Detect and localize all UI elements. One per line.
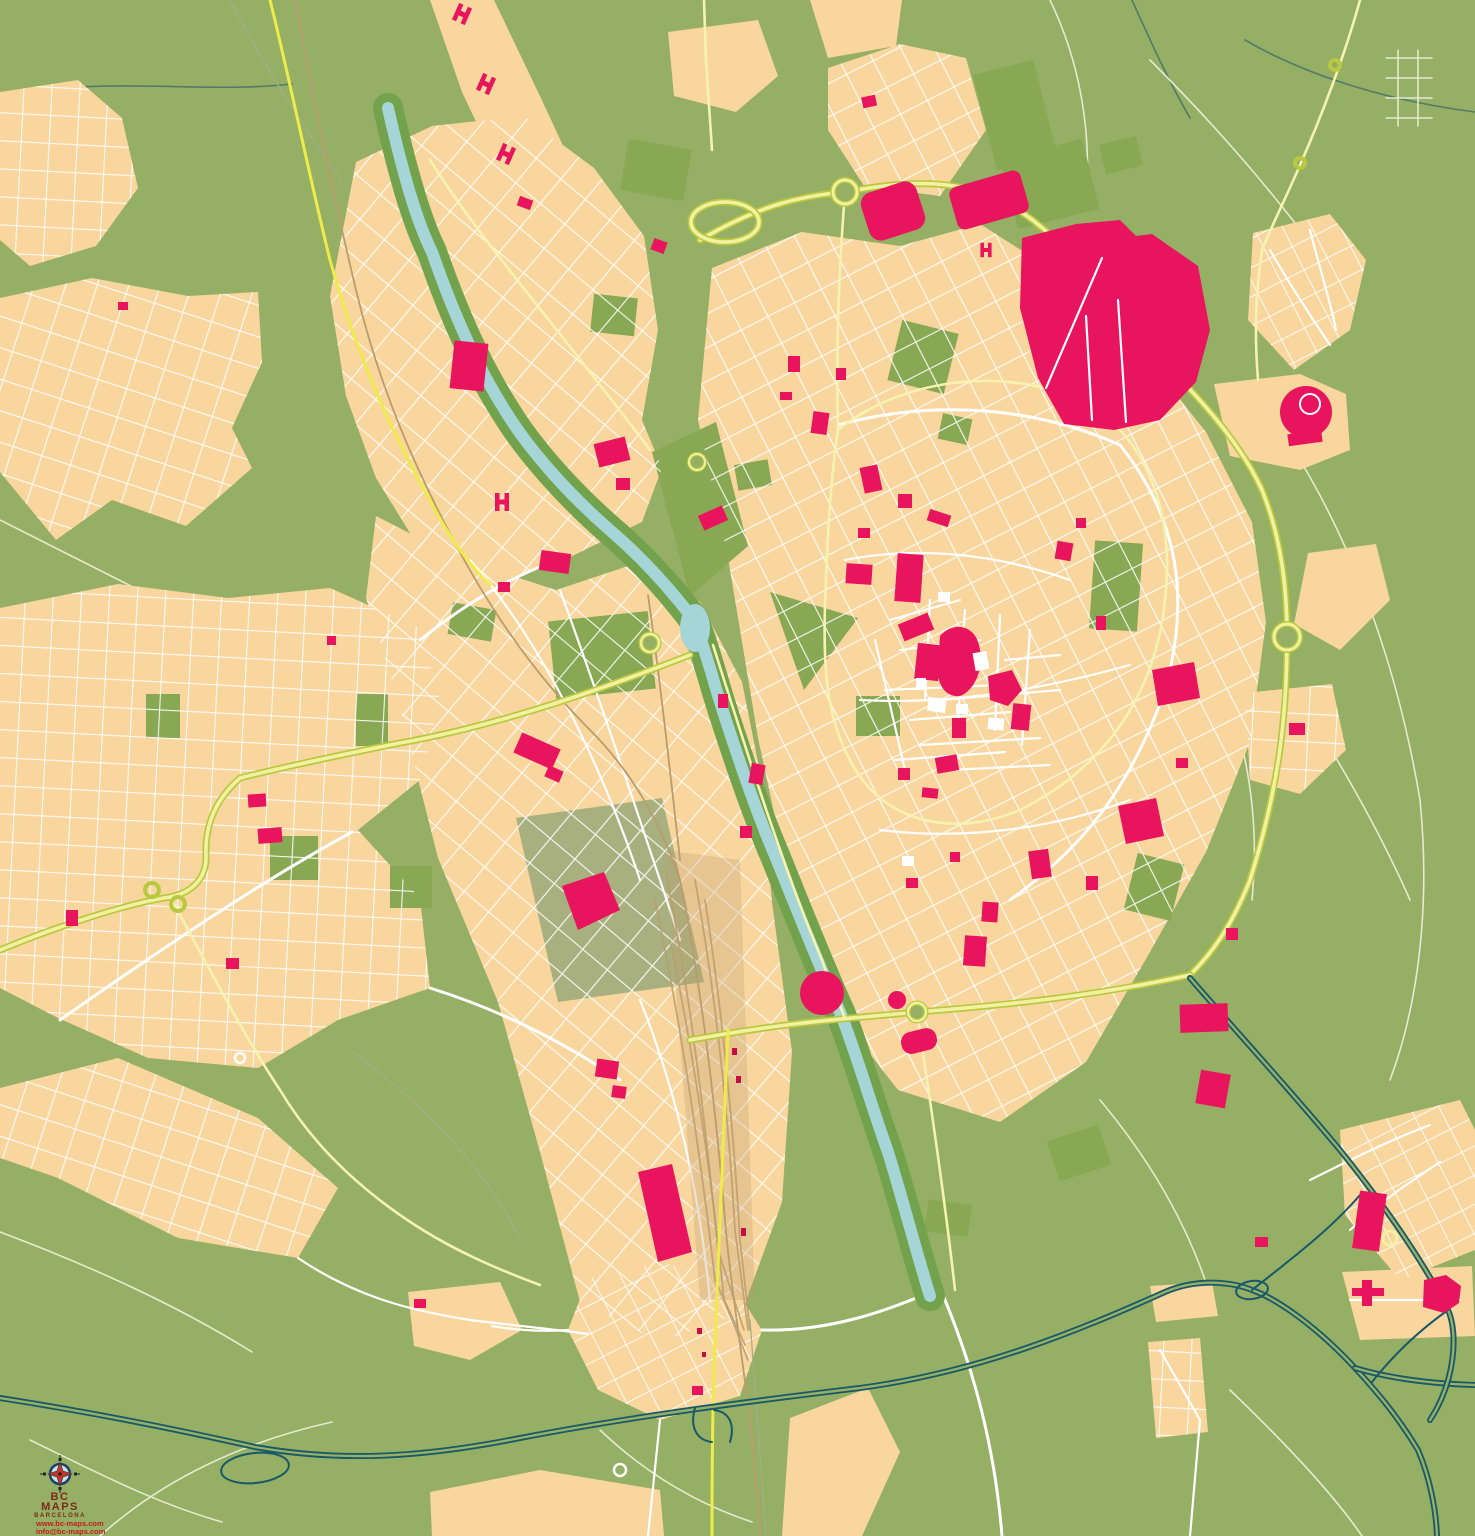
roundabout <box>638 631 662 655</box>
junction-dot <box>233 1051 247 1065</box>
junction-dot <box>1381 1229 1399 1247</box>
motorway-ramps <box>220 1194 1449 1485</box>
roundabout <box>687 452 707 472</box>
southern-motorway <box>0 1279 1475 1536</box>
junction-dot <box>1328 58 1342 72</box>
river <box>373 93 945 1311</box>
motorway-layer <box>0 975 1475 1536</box>
junction-dot <box>1293 156 1307 170</box>
roundabout <box>905 1000 929 1024</box>
roundabouts-layer <box>143 58 1399 1478</box>
junction-dot <box>612 1462 628 1478</box>
junction-loops <box>143 881 187 913</box>
white-buildings <box>902 592 1005 866</box>
roundabout <box>830 177 860 207</box>
white-roads-layer <box>58 228 1462 1536</box>
south-west-radial <box>0 651 694 954</box>
logo-website: www.bc-maps.com <box>35 1519 104 1528</box>
railway-yard <box>294 0 767 1536</box>
logo-email: info@bc-maps.com <box>36 1527 106 1536</box>
compass-rose-icon <box>40 1455 80 1493</box>
buildings-layer <box>66 2 1461 1395</box>
logo-line-city: BARCELONA <box>34 1513 86 1519</box>
logo-line-maps: MAPS <box>41 1501 79 1513</box>
map-logo-block: BC MAPS BARCELONA www.bc-maps.com info@b… <box>34 1455 106 1536</box>
roundabout <box>1271 621 1303 653</box>
logo-line-bc: BC <box>51 1491 70 1503</box>
